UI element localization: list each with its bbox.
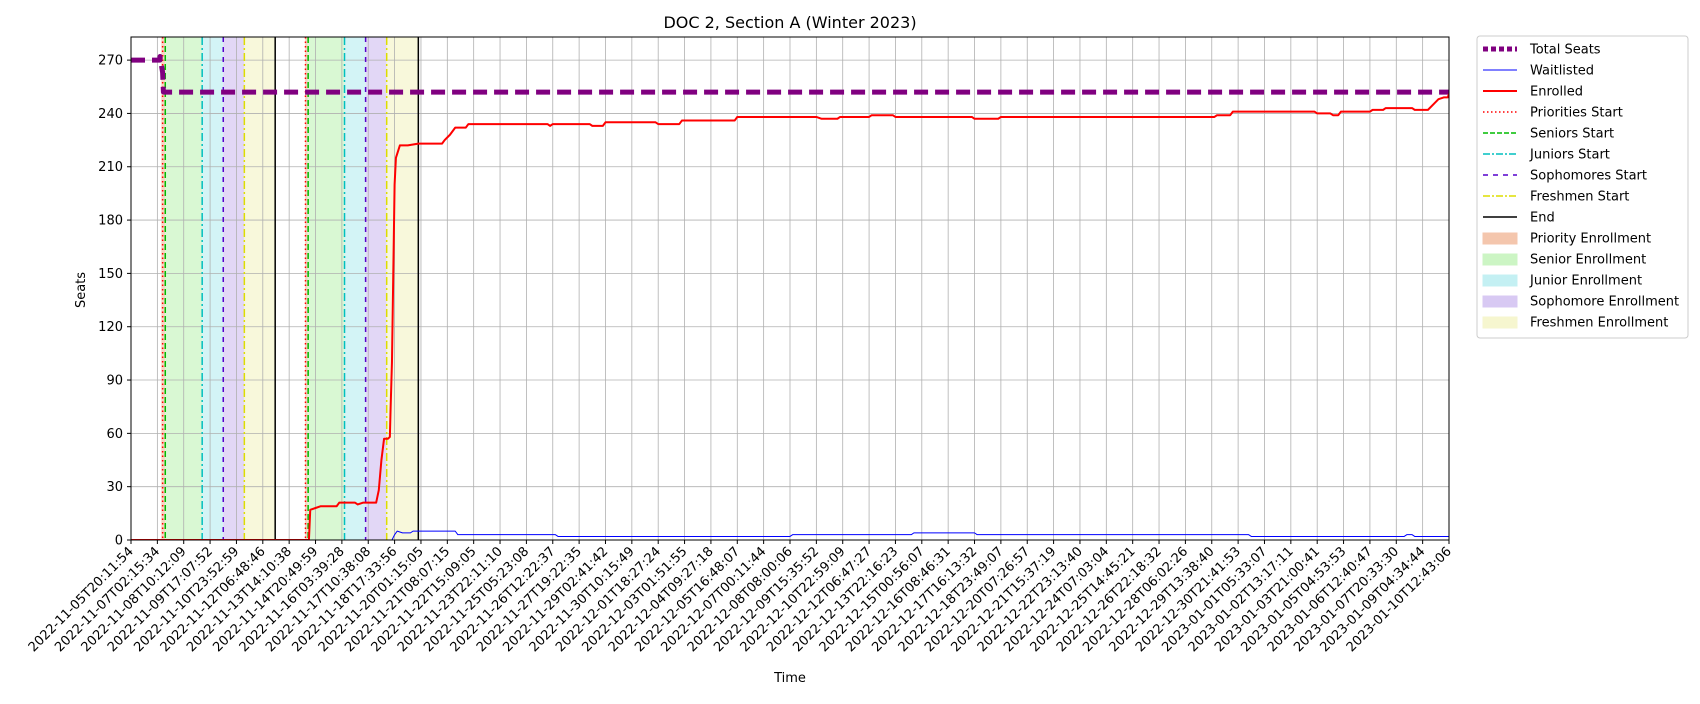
milestone-lines	[161, 37, 420, 540]
legend-label-waitlisted: Waitlisted	[1530, 64, 1594, 79]
legend-label-enrolled: Enrolled	[1530, 85, 1583, 100]
region-freshmen-enrollment-4	[244, 37, 275, 540]
region-junior-enrollment-2	[202, 37, 224, 540]
legend-label-juniors-start: Juniors Start	[1529, 148, 1610, 163]
legend-label-total-seats: Total Seats	[1529, 43, 1601, 58]
legend-label-priorities-start: Priorities Start	[1530, 106, 1623, 121]
legend-swatch-sophomore-enrollment	[1482, 295, 1518, 308]
legend-swatch-senior-enrollment	[1482, 253, 1518, 266]
legend-box	[1476, 35, 1689, 339]
x-axis: 2022-11-05T20:11:542022-11-07T02:15:3420…	[26, 540, 1455, 655]
enrollment-regions	[161, 37, 419, 540]
legend-label-priority-enrollment: Priority Enrollment	[1530, 232, 1651, 247]
region-sophomore-enrollment-3	[223, 37, 245, 540]
series	[131, 54, 1449, 540]
region-junior-enrollment-7	[344, 37, 366, 540]
legend-label-junior-enrollment: Junior Enrollment	[1529, 274, 1642, 289]
plot-area: 0 30 60 90 120 150 180 210 240 270 2022-11-05T20:1…	[26, 36, 1455, 655]
y-tick-label: 240	[98, 107, 123, 122]
y-tick-label: 270	[98, 54, 123, 69]
y-tick-label: 120	[98, 320, 123, 335]
legend-swatch-freshmen-enrollment	[1482, 316, 1518, 329]
region-senior-enrollment-6	[307, 37, 345, 540]
legend: Total Seats Waitlisted Enrolled Priorities …	[1476, 35, 1689, 339]
region-sophomore-enrollment-8	[365, 37, 387, 540]
y-axis-label: Seats	[74, 272, 89, 308]
legend-label-freshmen-start: Freshmen Start	[1530, 190, 1629, 205]
region-freshmen-enrollment-9	[386, 37, 419, 540]
y-tick-label: 30	[106, 480, 123, 495]
region-priority-enrollment-5	[304, 37, 308, 540]
y-axis: 0 30 60 90 120 150 180 210 240 270	[98, 54, 131, 549]
y-tick-label: 60	[106, 427, 123, 442]
grid	[130, 37, 1450, 541]
legend-label-freshmen-enrollment: Freshmen Enrollment	[1530, 316, 1668, 331]
y-tick-label: 90	[106, 374, 123, 389]
y-tick-label: 0	[115, 534, 123, 549]
y-tick-label: 150	[98, 267, 123, 282]
legend-label-seniors-start: Seniors Start	[1530, 127, 1614, 142]
legend-label-end: End	[1530, 211, 1555, 226]
legend-label-senior-enrollment: Senior Enrollment	[1530, 253, 1646, 268]
legend-label-sophomore-enrollment: Sophomore Enrollment	[1530, 295, 1679, 310]
x-axis-label: Time	[773, 671, 806, 686]
y-tick-label: 210	[98, 160, 123, 175]
series-enrolled	[131, 93, 1449, 540]
legend-swatch-priority-enrollment	[1482, 232, 1518, 245]
legend-label-sophomores-start: Sophomores Start	[1530, 169, 1647, 184]
y-tick-label: 180	[98, 214, 123, 229]
series-waitlisted	[131, 530, 1449, 540]
region-priority-enrollment-0	[161, 37, 166, 540]
legend-swatch-junior-enrollment	[1482, 274, 1518, 287]
series-total-seats	[131, 54, 1449, 95]
chart-title: DOC 2, Section A (Winter 2023)	[663, 13, 916, 32]
